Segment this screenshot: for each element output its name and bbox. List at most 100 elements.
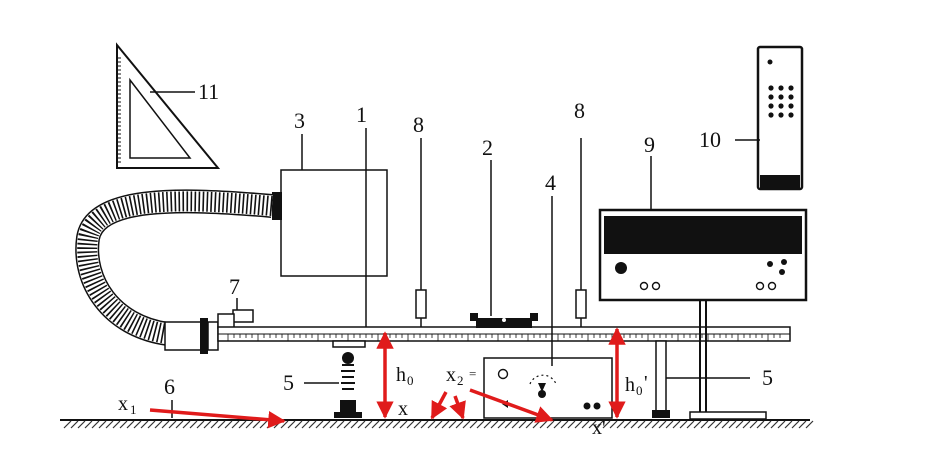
hatch-mark <box>434 420 443 429</box>
label-1: 1 <box>356 102 367 127</box>
hatch-mark <box>336 420 345 429</box>
hatch-mark <box>84 420 93 429</box>
leveling-foot-left <box>304 340 366 418</box>
adjuster-screw <box>217 298 254 329</box>
label-x2: x 2 = <box>446 364 476 388</box>
remote-button <box>768 94 774 100</box>
remote-button <box>778 85 784 91</box>
hatch-mark <box>476 420 485 429</box>
hatch-mark <box>560 420 569 429</box>
hatch-mark <box>798 420 807 429</box>
h0p-subscript: 0 <box>636 383 643 398</box>
label-9: 9 <box>644 132 655 157</box>
label-7: 7 <box>229 274 240 299</box>
hatch-mark <box>308 420 317 429</box>
hatch-mark <box>707 420 716 429</box>
remote-button <box>768 103 774 109</box>
hatch-mark <box>105 420 114 429</box>
hatch-mark <box>483 420 492 429</box>
set-square <box>116 42 221 169</box>
hatch-mark <box>749 420 758 429</box>
hatch-mark <box>728 420 737 429</box>
air-blower <box>272 169 388 277</box>
hatch-mark <box>91 420 100 429</box>
hatch-mark <box>546 420 555 429</box>
hatch-mark <box>588 420 597 429</box>
hatch-mark <box>175 420 184 429</box>
hatch-mark <box>441 420 450 429</box>
support-stand-right <box>652 298 767 420</box>
hatch-mark <box>63 420 72 429</box>
hatch-mark <box>805 420 814 429</box>
hatch-mark <box>623 420 632 429</box>
hatch-mark <box>630 420 639 429</box>
hatch-mark <box>301 420 310 429</box>
hatch-mark <box>210 420 219 429</box>
hatch-mark <box>763 420 772 429</box>
hatch-mark <box>364 420 373 429</box>
label-x1: x 1 <box>118 393 137 417</box>
hatch-mark <box>182 420 191 429</box>
hatch-mark <box>777 420 786 429</box>
hatch-mark <box>511 420 520 429</box>
hatch-mark <box>504 420 513 429</box>
hatch-mark <box>427 420 436 429</box>
hatch-mark <box>357 420 366 429</box>
hatch-mark <box>406 420 415 429</box>
hatch-mark <box>385 420 394 429</box>
hatch-mark <box>616 420 625 429</box>
hatch-mark <box>658 420 667 429</box>
label-6: 6 <box>164 374 175 399</box>
hatch-mark <box>525 420 534 429</box>
h0-letter: h <box>396 364 406 386</box>
hatch-mark <box>469 420 478 429</box>
hatch-mark <box>119 420 128 429</box>
hatch-mark <box>665 420 674 429</box>
hatch-mark <box>343 420 352 429</box>
hatch-mark <box>245 420 254 429</box>
hatch-mark <box>742 420 751 429</box>
h0-subscript: 0 <box>407 373 414 388</box>
hatch-mark <box>140 420 149 429</box>
hatch-mark <box>147 420 156 429</box>
hatch-mark <box>686 420 695 429</box>
hatch-mark <box>203 420 212 429</box>
x2-subscript: 2 <box>457 373 464 388</box>
x1-subscript: 1 <box>130 402 137 417</box>
hatch-mark <box>399 420 408 429</box>
digital-timer <box>598 208 808 302</box>
photogate-right <box>575 289 587 327</box>
hatch-mark <box>294 420 303 429</box>
hatch-mark <box>609 420 618 429</box>
hatch-mark <box>448 420 457 429</box>
hatch-mark <box>784 420 793 429</box>
label-2: 2 <box>482 135 493 160</box>
photogate-left <box>415 289 427 327</box>
hatch-mark <box>567 420 576 429</box>
remote-button <box>768 112 774 118</box>
hatch-mark <box>455 420 464 429</box>
label-5-left: 5 <box>283 370 294 395</box>
hatch-mark <box>329 420 338 429</box>
hatch-mark <box>112 420 121 429</box>
hatch-mark <box>98 420 107 429</box>
hatch-mark <box>602 420 611 429</box>
hatch-mark <box>553 420 562 429</box>
label-10: 10 <box>699 127 721 152</box>
hatch-mark <box>196 420 205 429</box>
hatch-mark <box>518 420 527 429</box>
remote-button <box>788 103 794 109</box>
hatch-mark <box>756 420 765 429</box>
hatch-mark <box>497 420 506 429</box>
remote-button <box>778 112 784 118</box>
x2-letter: x <box>446 364 456 386</box>
hatch-mark <box>266 420 275 429</box>
hatch-mark <box>224 420 233 429</box>
hatch-mark <box>672 420 681 429</box>
label-3: 3 <box>294 108 305 133</box>
hatch-mark <box>413 420 422 429</box>
label-h0-prime: h 0 ' <box>625 372 648 398</box>
hatch-mark <box>490 420 499 429</box>
hatch-mark <box>154 420 163 429</box>
